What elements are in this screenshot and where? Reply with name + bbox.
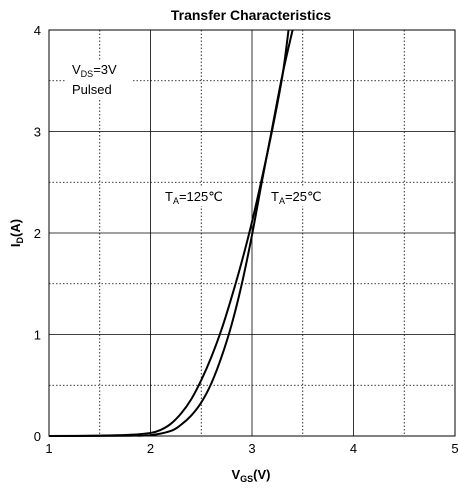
x-tick-label: 3 [248, 441, 255, 456]
annotation-vds-main: V [72, 62, 81, 77]
y-tick-label: 4 [34, 23, 41, 38]
annotation-background-conditions [65, 60, 133, 98]
x-tick-label: 1 [45, 441, 52, 456]
x-tick-label: 4 [350, 441, 357, 456]
x-tick-label: 5 [451, 441, 458, 456]
x-axis-label: VGS(V) [231, 467, 270, 484]
annotation-pulsed: Pulsed [72, 82, 112, 97]
y-axis-label-suffix: (A) [8, 219, 23, 237]
annotation-ta125: TA=125℃ [165, 189, 223, 206]
annotation-background-ta25 [268, 186, 330, 206]
x-tick-labels: 1 2 3 4 5 [45, 441, 458, 456]
annotation-ta25-sub: A [279, 196, 285, 206]
y-tick-label: 1 [34, 328, 41, 343]
annotation-vds: VDS=3V [72, 62, 117, 79]
y-tick-label: 0 [34, 429, 41, 444]
chart-title: Transfer Characteristics [171, 7, 332, 23]
y-tick-label: 2 [34, 226, 41, 241]
y-axis-label-main: I [8, 243, 23, 247]
y-tick-labels: 0 1 2 3 4 [34, 23, 41, 444]
annotation-ta25-main: T [271, 189, 279, 204]
y-axis-label: ID(A) [8, 219, 25, 247]
annotation-vds-sub: DS [81, 69, 94, 79]
annotation-group: VDS=3V Pulsed TA=125℃ TA=25℃ [65, 60, 330, 206]
annotation-ta25: TA=25℃ [271, 189, 322, 206]
x-axis-label-main: V [231, 467, 240, 482]
annotation-ta125-main: T [165, 189, 173, 204]
y-tick-label: 3 [34, 125, 41, 140]
annotation-vds-suffix: =3V [93, 62, 117, 77]
annotation-background-ta125 [162, 186, 232, 206]
annotation-ta125-suffix: =125℃ [179, 189, 223, 204]
x-axis-label-suffix: (V) [253, 467, 270, 482]
plot-frame [48, 29, 456, 437]
y-axis-label-sub: D [15, 236, 25, 243]
annotation-ta25-suffix: =25℃ [285, 189, 322, 204]
x-tick-label: 2 [147, 441, 154, 456]
x-axis-label-sub: GS [240, 474, 253, 484]
annotation-ta125-sub: A [173, 196, 179, 206]
